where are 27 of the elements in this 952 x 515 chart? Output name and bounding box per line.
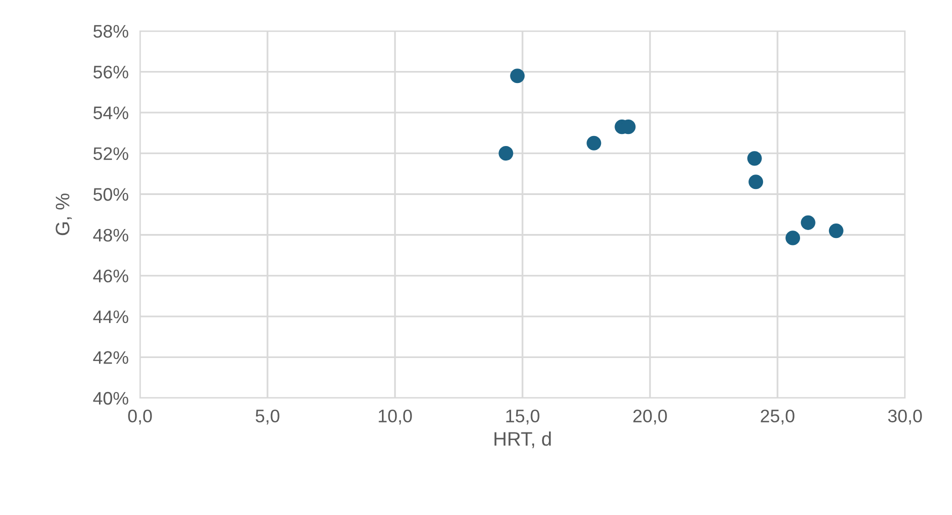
point	[498, 146, 514, 161]
y-tick-label: 48%	[93, 228, 128, 242]
y-tick-label: 56%	[93, 66, 128, 78]
y-tick-label: 54%	[93, 106, 128, 120]
x-tick-label: 0,0	[128, 410, 152, 425]
y-tick-label: 46%	[93, 270, 128, 282]
x-tick-label: 30,0	[888, 410, 922, 425]
y-tick-label: 42%	[93, 351, 128, 364]
y-tick-label: 52%	[93, 147, 128, 160]
point	[586, 136, 602, 150]
point	[800, 215, 816, 230]
x-tick-label: 10,0	[378, 410, 412, 425]
y-tick-label: 40%	[93, 392, 128, 405]
x-tick-label: 15,0	[506, 410, 540, 425]
x-axis-title: HRT, d	[494, 432, 551, 448]
point	[828, 224, 844, 238]
y-tick-label: 50%	[93, 188, 128, 201]
y-tick-label: 58%	[93, 24, 128, 38]
point	[747, 151, 762, 166]
x-tick-label: 25,0	[760, 410, 794, 425]
x-tick-label: 5,0	[256, 410, 280, 425]
y-tick-label: 44%	[93, 310, 128, 324]
point	[510, 68, 525, 84]
point	[748, 174, 764, 190]
y-axis-title: G, %	[56, 194, 72, 236]
x-tick-label: 20,0	[633, 410, 667, 425]
point	[786, 230, 800, 246]
